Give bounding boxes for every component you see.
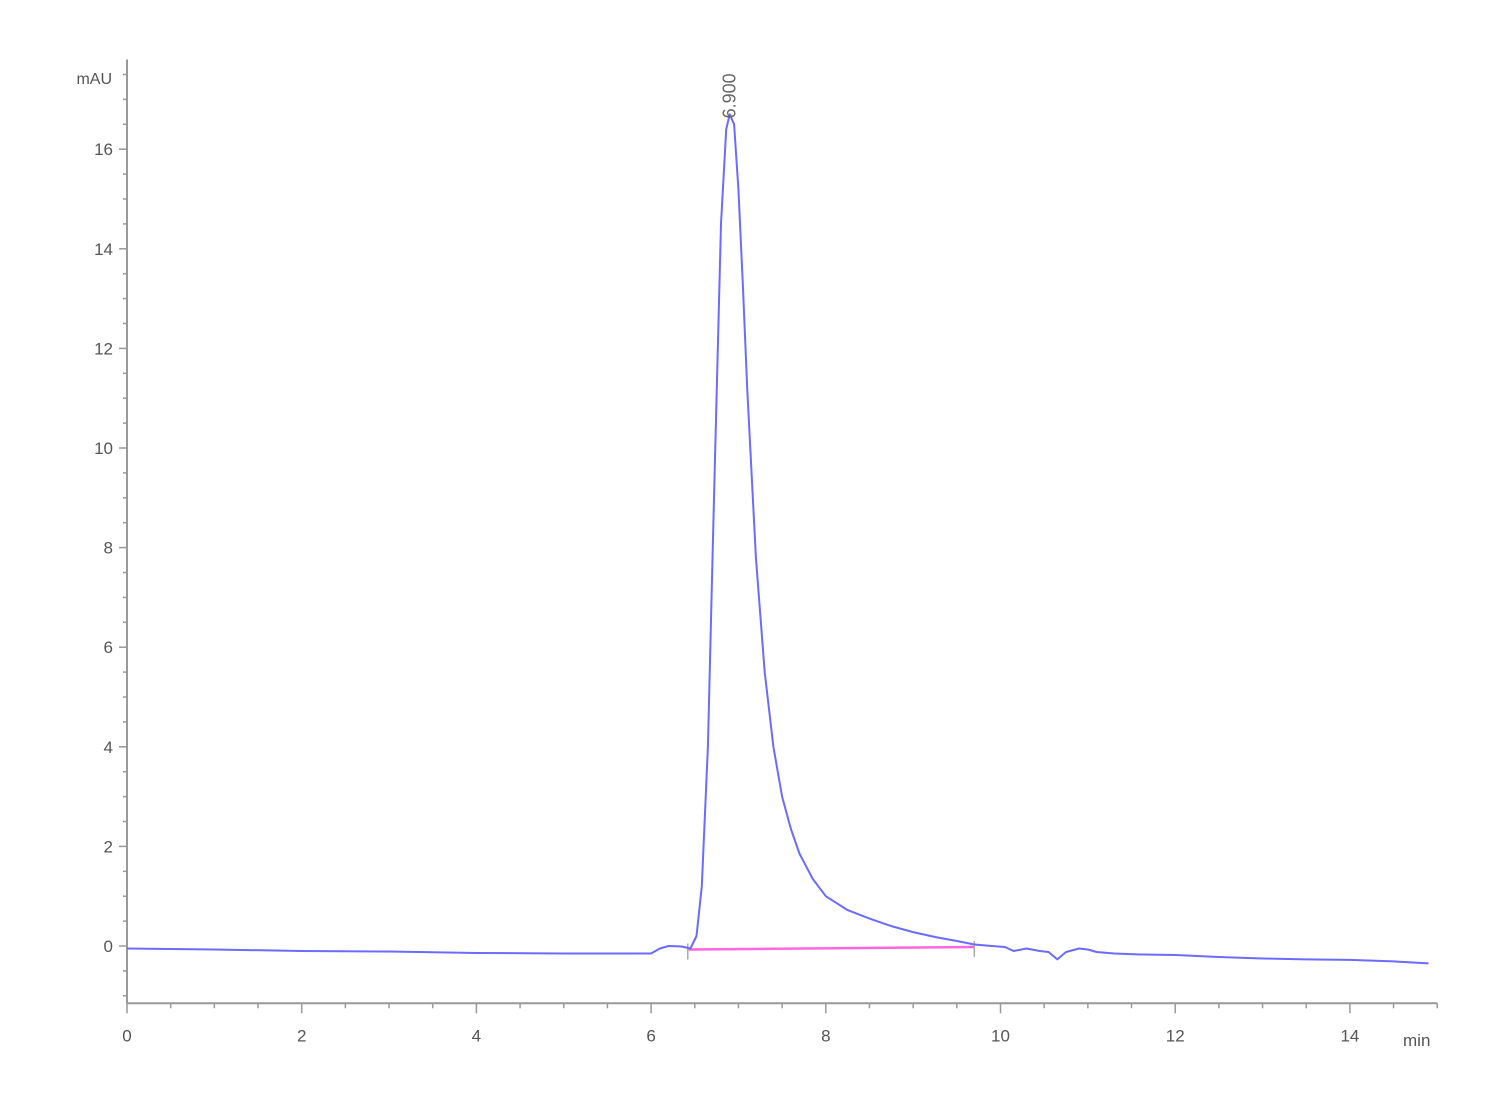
chromatogram-trace — [126, 113, 1429, 965]
y-tick-label: 6 — [104, 638, 113, 657]
x-tick-label: 14 — [1340, 1026, 1359, 1045]
x-tick-label: 4 — [472, 1026, 481, 1045]
x-axis-label: min — [1403, 1031, 1430, 1050]
plot-area: 6.900 — [126, 73, 1429, 965]
y-tick-label: 14 — [94, 240, 113, 259]
axes — [126, 59, 1438, 1005]
y-tick-label: 4 — [104, 738, 113, 757]
x-tick-label: 2 — [297, 1026, 306, 1045]
peak-retention-time-label: 6.900 — [720, 73, 740, 118]
y-tick-label: 10 — [94, 439, 113, 458]
ticks: 0 2 4 6 8 10 12 14 0 2 4 6 8 10 12 14 16 — [94, 73, 1438, 1045]
y-tick-label: 2 — [104, 837, 113, 856]
x-tick-label: 10 — [991, 1026, 1010, 1045]
y-axis-label: mAU — [76, 71, 112, 88]
y-tick-label: 12 — [94, 339, 113, 358]
y-tick-label: 16 — [94, 140, 113, 159]
x-tick-label: 6 — [646, 1026, 655, 1045]
x-tick-label: 0 — [122, 1026, 131, 1045]
integration-baseline — [687, 945, 975, 951]
y-tick-label: 0 — [104, 937, 113, 956]
y-tick-label: 8 — [104, 539, 113, 558]
x-tick-label: 8 — [821, 1026, 830, 1045]
x-tick-label: 12 — [1166, 1026, 1185, 1045]
